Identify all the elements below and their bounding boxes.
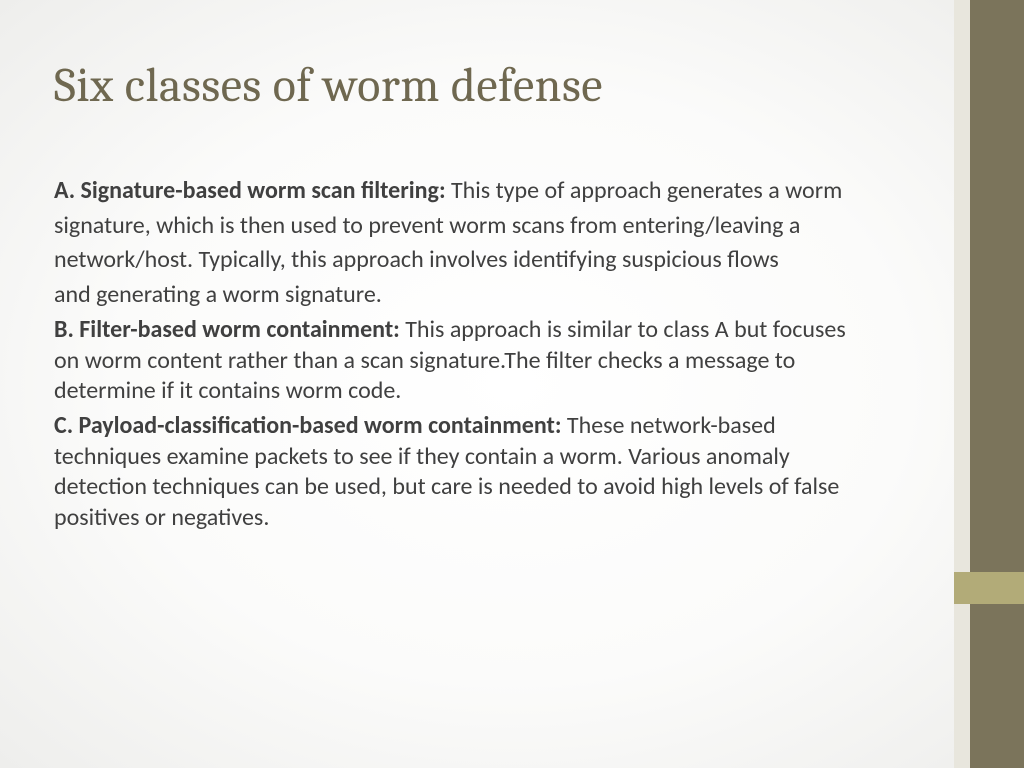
body-paragraph: and generating a worm signature.	[54, 280, 876, 311]
para-text: signature, which is then used to prevent…	[54, 211, 800, 240]
body-paragraph: C. Payload-classification-based worm con…	[54, 411, 876, 534]
para-text: and generating a worm signature.	[54, 280, 382, 309]
bold-lead: C. Payload-classification-based worm con…	[54, 411, 567, 440]
body-paragraph: B. Filter-based worm containment: This a…	[54, 315, 876, 407]
slide-title: Six classes of worm defense	[54, 58, 603, 113]
sidebar-stripe-light	[954, 0, 970, 768]
body-paragraph: network/host. Typically, this approach i…	[54, 245, 876, 276]
body-paragraph: signature, which is then used to prevent…	[54, 211, 876, 242]
sidebar-stripe-dark	[970, 0, 1024, 768]
bold-lead: B. Filter-based worm containment:	[54, 315, 405, 344]
para-text: This type of approach generates a worm	[451, 176, 842, 205]
bold-lead: A. Signature-based worm scan filtering:	[54, 176, 451, 205]
slide-body: A. Signature-based worm scan filtering: …	[54, 176, 876, 538]
slide: Six classes of worm defense A. Signature…	[0, 0, 1024, 768]
para-text: network/host. Typically, this approach i…	[54, 245, 779, 274]
accent-block	[954, 572, 1024, 604]
body-paragraph: A. Signature-based worm scan filtering: …	[54, 176, 876, 207]
